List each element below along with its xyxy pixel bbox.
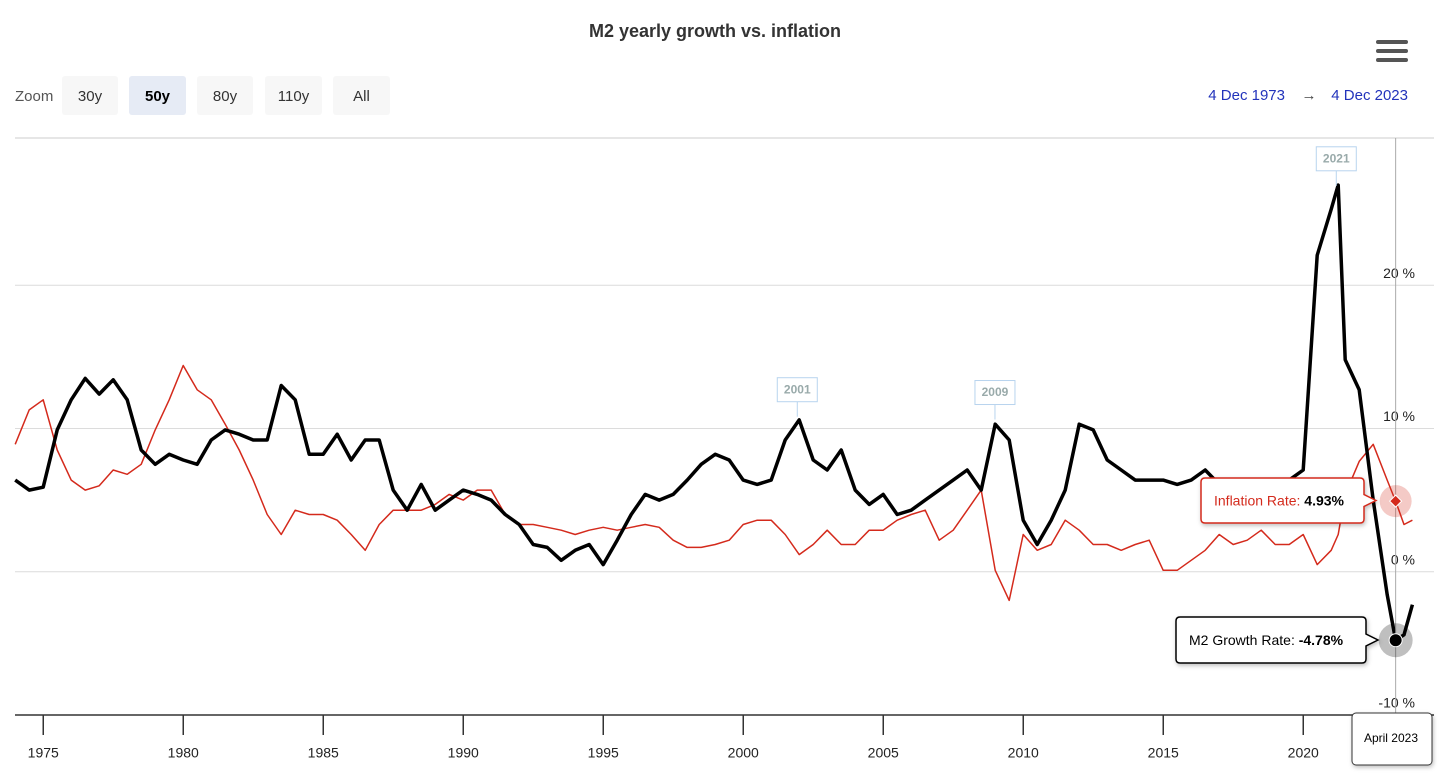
flag-label: 2001 (784, 382, 811, 396)
hover-marker (1388, 633, 1403, 648)
tooltip: M2 Growth Rate: -4.78% (1175, 616, 1380, 664)
y-tick-label: 0 % (1391, 551, 1415, 567)
flag-box (1315, 146, 1357, 172)
y-tick-label: 20 % (1383, 265, 1415, 281)
chart-title: M2 yearly growth vs. inflation (589, 21, 841, 41)
flag-label: 2021 (1323, 151, 1350, 165)
tooltip-series-name: Inflation Rate (1214, 492, 1297, 508)
tooltip-text: Inflation Rate: 4.93% (1214, 492, 1345, 508)
x-tick-label: 1995 (588, 745, 619, 761)
zoom-button[interactable]: All (333, 76, 390, 115)
flag-box (974, 380, 1016, 406)
x-tick-label: 2010 (1008, 745, 1039, 761)
y-tick-label: -10 % (1378, 695, 1415, 711)
zoom-button[interactable]: 30y (62, 76, 118, 115)
menu-bar (1376, 58, 1408, 62)
range-from[interactable]: 4 Dec 1973 (1208, 87, 1285, 104)
tooltip: Inflation Rate: 4.93% (1200, 477, 1378, 524)
tooltip-text: M2 Growth Rate: -4.78% (1189, 632, 1344, 648)
zoom-label: Zoom (15, 88, 53, 105)
menu-button[interactable] (1376, 40, 1408, 62)
zoom-button-bg (129, 76, 186, 115)
tooltip-box (1200, 477, 1378, 524)
flag-box (776, 377, 818, 403)
series-line (14, 364, 1413, 602)
zoom-button-label: 50y (145, 88, 171, 105)
x-tick-label: 1985 (308, 745, 339, 761)
hover-marker (1388, 494, 1403, 508)
tooltip-box (1175, 616, 1380, 664)
zoom-button-label: All (353, 88, 370, 105)
tooltip-separator: : (1297, 492, 1305, 508)
menu-bar (1376, 40, 1408, 44)
x-tick-label: 2005 (868, 745, 899, 761)
x-tick-label: 1990 (448, 745, 479, 761)
tooltip-separator: : (1291, 632, 1299, 648)
zoom-button-bg (333, 76, 390, 115)
range-arrow: → (1302, 87, 1317, 104)
zoom-button-label: 110y (278, 88, 310, 105)
x-tick-label: 1975 (28, 745, 59, 761)
x-tick-label: 2015 (1148, 745, 1179, 761)
zoom-button-label: 80y (213, 88, 238, 105)
flag-label: 2009 (982, 385, 1009, 399)
tooltip-series-name: M2 Growth Rate (1189, 632, 1291, 648)
x-tick-label: 1980 (168, 745, 199, 761)
date-tooltip-box (1351, 712, 1433, 766)
tooltip-value: -4.78% (1299, 632, 1344, 648)
tooltip-value: 4.93% (1304, 492, 1344, 508)
zoom-button[interactable]: 110y (265, 76, 322, 115)
zoom-button[interactable]: 80y (197, 76, 253, 115)
y-tick-label: 10 % (1383, 408, 1415, 424)
zoom-button-label: 30y (78, 88, 103, 105)
range-to[interactable]: 4 Dec 2023 (1331, 87, 1408, 104)
zoom-button-bg (62, 76, 118, 115)
x-tick-label: 2020 (1288, 745, 1319, 761)
zoom-button-bg (197, 76, 253, 115)
x-tick-label: 2000 (728, 745, 759, 761)
menu-bar (1376, 49, 1408, 53)
zoom-button-bg (265, 76, 322, 115)
zoom-button[interactable]: 50y (129, 76, 186, 115)
series-line (14, 183, 1415, 642)
date-tooltip-label: April 2023 (1364, 731, 1418, 745)
